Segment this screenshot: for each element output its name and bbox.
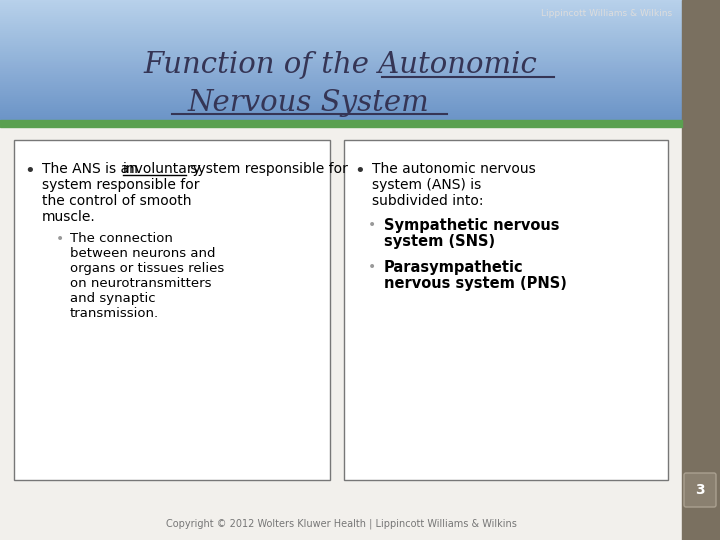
Bar [0, 66, 682, 68]
Bar [0, 70, 682, 72]
Text: •: • [24, 162, 35, 180]
Bar [0, 18, 682, 20]
Bar [14, 140, 330, 480]
Text: muscle.: muscle. [42, 210, 96, 224]
Text: and synaptic: and synaptic [70, 292, 156, 305]
Text: transmission.: transmission. [70, 307, 159, 320]
Bar [0, 102, 682, 104]
Bar [0, 44, 682, 46]
Bar [0, 14, 682, 16]
Bar [0, 22, 682, 24]
Text: The ANS is an: The ANS is an [42, 162, 143, 176]
Bar [0, 62, 682, 64]
Bar [0, 74, 682, 76]
Text: Copyright © 2012 Wolters Kluwer Health | Lippincott Williams & Wilkins: Copyright © 2012 Wolters Kluwer Health |… [166, 519, 516, 529]
Bar [0, 100, 682, 102]
Bar [0, 76, 682, 78]
Bar [0, 118, 682, 120]
Bar [0, 46, 682, 48]
Bar [0, 20, 682, 22]
Bar [344, 140, 668, 480]
Text: •: • [368, 218, 377, 232]
Text: 3: 3 [696, 483, 705, 497]
Text: system (SNS): system (SNS) [384, 234, 495, 249]
Bar [0, 110, 682, 112]
Bar [0, 48, 682, 50]
Bar [0, 2, 682, 4]
Bar [0, 34, 682, 36]
Bar [0, 8, 682, 10]
Bar [0, 52, 682, 54]
Bar [0, 6, 682, 8]
Bar [0, 86, 682, 88]
Text: The connection: The connection [70, 232, 173, 245]
Bar [0, 82, 682, 84]
Text: nervous system (PNS): nervous system (PNS) [384, 276, 567, 291]
Bar [0, 58, 682, 60]
Text: between neurons and: between neurons and [70, 247, 215, 260]
Text: Nervous System: Nervous System [187, 89, 429, 117]
Bar [0, 80, 682, 82]
Bar [0, 90, 682, 92]
Text: The autonomic nervous: The autonomic nervous [372, 162, 536, 176]
Text: Lippincott Williams & Wilkins: Lippincott Williams & Wilkins [541, 10, 672, 18]
Bar [0, 68, 682, 70]
Bar [0, 88, 682, 90]
Bar [0, 4, 682, 6]
Bar [0, 40, 682, 42]
Bar [0, 127, 682, 540]
Text: subdivided into:: subdivided into: [372, 194, 484, 208]
FancyBboxPatch shape [684, 473, 716, 507]
Bar [0, 16, 682, 18]
Text: organs or tissues relies: organs or tissues relies [70, 262, 224, 275]
Text: the control of smooth: the control of smooth [42, 194, 192, 208]
Text: •: • [56, 232, 64, 246]
Bar [0, 78, 682, 80]
Bar [0, 24, 682, 26]
Bar [0, 28, 682, 30]
Bar [0, 96, 682, 98]
Text: involuntary: involuntary [122, 162, 202, 176]
Bar [0, 60, 682, 62]
Bar [0, 42, 682, 44]
Bar [0, 32, 682, 34]
Bar [0, 26, 682, 28]
Bar [0, 120, 682, 127]
Bar [0, 0, 682, 2]
Text: •: • [354, 162, 365, 180]
Bar [0, 84, 682, 86]
Bar [0, 56, 682, 58]
Bar [0, 54, 682, 56]
Bar [0, 30, 682, 32]
Text: system (ANS) is: system (ANS) is [372, 178, 481, 192]
Bar [0, 98, 682, 100]
Bar [682, 0, 720, 540]
Bar [0, 36, 682, 38]
Bar [0, 10, 682, 12]
Bar [0, 108, 682, 110]
Text: •: • [368, 260, 377, 274]
Text: Sympathetic nervous: Sympathetic nervous [384, 218, 559, 233]
Bar [0, 12, 682, 14]
Bar [0, 94, 682, 96]
Text: system responsible for: system responsible for [186, 162, 348, 176]
Bar [0, 116, 682, 118]
Bar [0, 72, 682, 74]
Text: Parasympathetic: Parasympathetic [384, 260, 523, 275]
Bar [0, 106, 682, 108]
Bar [0, 114, 682, 116]
Bar [0, 104, 682, 106]
Text: on neurotransmitters: on neurotransmitters [70, 277, 212, 290]
Bar [0, 50, 682, 52]
Bar [0, 112, 682, 114]
Text: Function of the Autonomic: Function of the Autonomic [143, 51, 537, 79]
Text: system responsible for: system responsible for [42, 178, 199, 192]
Bar [0, 38, 682, 40]
Bar [0, 92, 682, 94]
Bar [0, 64, 682, 66]
